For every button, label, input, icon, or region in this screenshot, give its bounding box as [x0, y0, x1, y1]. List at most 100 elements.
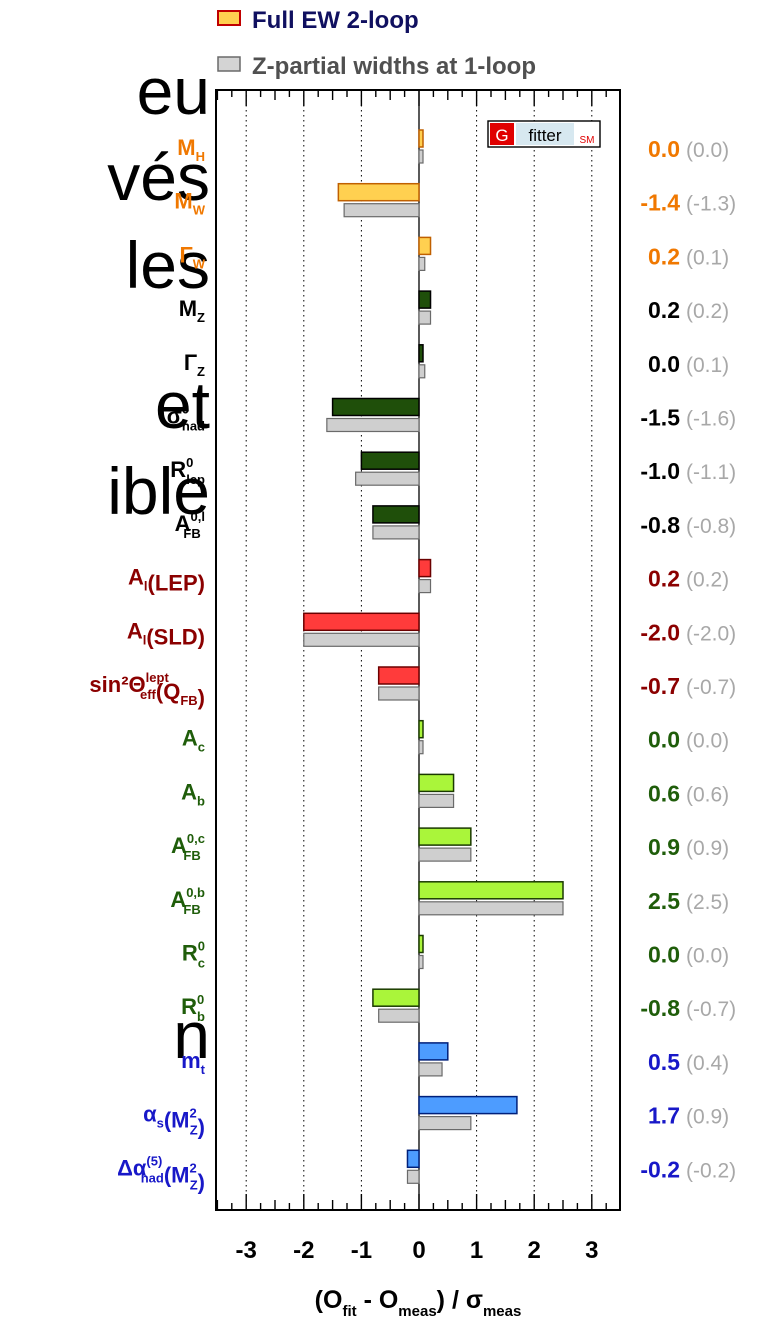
bar-full-ew	[360, 451, 420, 470]
value-label: 0.2	[648, 243, 680, 269]
value-label: 0.0	[648, 351, 680, 377]
observable-label-part: )	[198, 685, 205, 710]
observable-label-part: 0	[182, 402, 189, 417]
x-axis-label-part: meas	[398, 1303, 436, 1318]
observable-label-part: Γ	[184, 350, 197, 375]
observable-label: sin²Θlept eff(QFB)	[89, 670, 205, 710]
observable-label-part: FB	[180, 693, 197, 708]
x-tick-label: -2	[293, 1237, 314, 1264]
bar-full-ew	[337, 182, 420, 202]
value-label: 0.5	[648, 1049, 680, 1075]
observable-label-part: l	[144, 579, 148, 594]
observable-label: Ab	[181, 779, 205, 808]
bar-z-partial	[355, 471, 420, 486]
observable-label-part: lept	[146, 670, 170, 685]
x-axis: -3 -2 -1 0 1 2 3(Ofit - Omeas) / σmeas	[236, 1237, 599, 1318]
value-alt-label: (-2.0)	[686, 622, 736, 645]
value-alt-label: (0.1)	[686, 354, 729, 377]
observable-label: R0 c	[182, 939, 205, 971]
x-axis-label-part: meas	[483, 1303, 521, 1318]
value-label: -0.8	[640, 995, 680, 1021]
legend-label-z-partial: Z-partial widths at 1-loop	[252, 53, 536, 80]
bar-z-partial	[418, 1115, 472, 1131]
observable-label-part: (M	[164, 1108, 190, 1133]
observable-label: MH	[177, 135, 205, 164]
bar-full-ew	[418, 344, 424, 363]
plot-frame	[215, 89, 621, 1211]
bar-full-ew	[418, 773, 455, 793]
value-label: 0.2	[648, 566, 680, 592]
observable-label-part: 2	[189, 1160, 196, 1175]
logo-word-box	[516, 123, 574, 145]
value-alt-label: (0.4)	[686, 1052, 729, 1075]
logo-tag: SM	[580, 135, 595, 146]
value-label: -0.2	[640, 1156, 680, 1182]
x-tick-label: 2	[528, 1237, 541, 1264]
observable-label-part: Δα	[117, 1155, 147, 1180]
x-tick-label: -1	[351, 1237, 372, 1264]
observable-label-part: W	[193, 256, 206, 271]
bar-full-ew	[418, 827, 472, 846]
value-label: 0.0	[648, 942, 680, 968]
background-slide-text: eu vés les et ible n	[0, 0, 210, 1318]
background-word: n	[173, 998, 210, 1072]
value-alt-label: (-1.6)	[686, 408, 736, 431]
legend-label-full-ew: Full EW 2-loop	[252, 7, 419, 34]
bar-full-ew	[418, 236, 432, 256]
observable-label: αs(M2 Z)	[143, 1102, 205, 1140]
observable-label: Ac	[182, 726, 205, 755]
bar-full-ew	[418, 1042, 449, 1061]
bar-z-partial	[418, 901, 564, 916]
value-alt-label: (0.0)	[686, 139, 729, 162]
observable-label-part: R	[182, 941, 198, 966]
bar-z-partial	[378, 686, 420, 701]
observable-label-part: 0	[198, 939, 205, 954]
bar-z-partial	[372, 525, 420, 540]
x-tick-label: 3	[585, 1237, 598, 1264]
bar-z-partial	[418, 310, 432, 325]
value-label: 2.5	[648, 888, 680, 914]
observable-label: ΓZ	[184, 350, 205, 379]
observable-label-part: (Q	[156, 679, 180, 704]
observable-label-part: t	[201, 1062, 206, 1077]
x-tick-label: -3	[236, 1237, 257, 1264]
value-alt-label: (0.2)	[686, 300, 729, 323]
observable-label: ΓW	[179, 242, 205, 271]
observable-label-part: 2	[189, 1106, 196, 1121]
bar-z-partial	[406, 1169, 420, 1184]
value-label: -1.4	[640, 190, 680, 216]
value-alt-label: (0.0)	[686, 945, 729, 968]
observable-label: A0,b FB	[170, 885, 205, 917]
observable-label: mt	[181, 1048, 206, 1077]
observable-label-part: )	[198, 1115, 205, 1140]
bar-z-partial	[418, 954, 424, 970]
observable-label-part: (LEP)	[148, 571, 205, 596]
value-label: 0.9	[648, 834, 680, 860]
bar-z-partial	[418, 256, 426, 271]
observable-label-part: (M	[164, 1162, 190, 1187]
observable-label-part: Γ	[179, 242, 192, 267]
bar-full-ew	[418, 1095, 518, 1115]
value-alt-label: (-0.2)	[686, 1159, 736, 1182]
value-column: 0.0 (0.0) -1.4 (-1.3) 0.2 (0.1) 0.2 (0.2) 0.0 (0.…	[640, 136, 736, 1182]
background-word: ible	[107, 454, 210, 528]
observable-label-part: R	[181, 994, 197, 1019]
bar-z-partial	[418, 578, 432, 594]
bar-z-partial	[326, 417, 420, 433]
observable-label-part: σ	[167, 404, 182, 429]
bar-full-ew	[303, 612, 420, 632]
observable-label: σ0 had	[167, 402, 205, 434]
observable-label-part: A	[171, 833, 187, 858]
observable-label-part: FB	[183, 848, 200, 863]
x-axis-label-part: - O	[357, 1286, 399, 1314]
observable-label-part: lep	[186, 472, 205, 487]
observable-label: R0 b	[181, 992, 205, 1024]
value-alt-label: (0.1)	[686, 246, 729, 269]
bar-full-ew	[418, 719, 424, 739]
bar-full-ew	[372, 988, 420, 1007]
bar-z-partial	[343, 203, 420, 218]
observable-label-part: 0,l	[191, 509, 205, 524]
x-axis-label-part: (O	[315, 1286, 343, 1314]
observable-label: Δα(5) had(M2 Z)	[117, 1153, 205, 1194]
